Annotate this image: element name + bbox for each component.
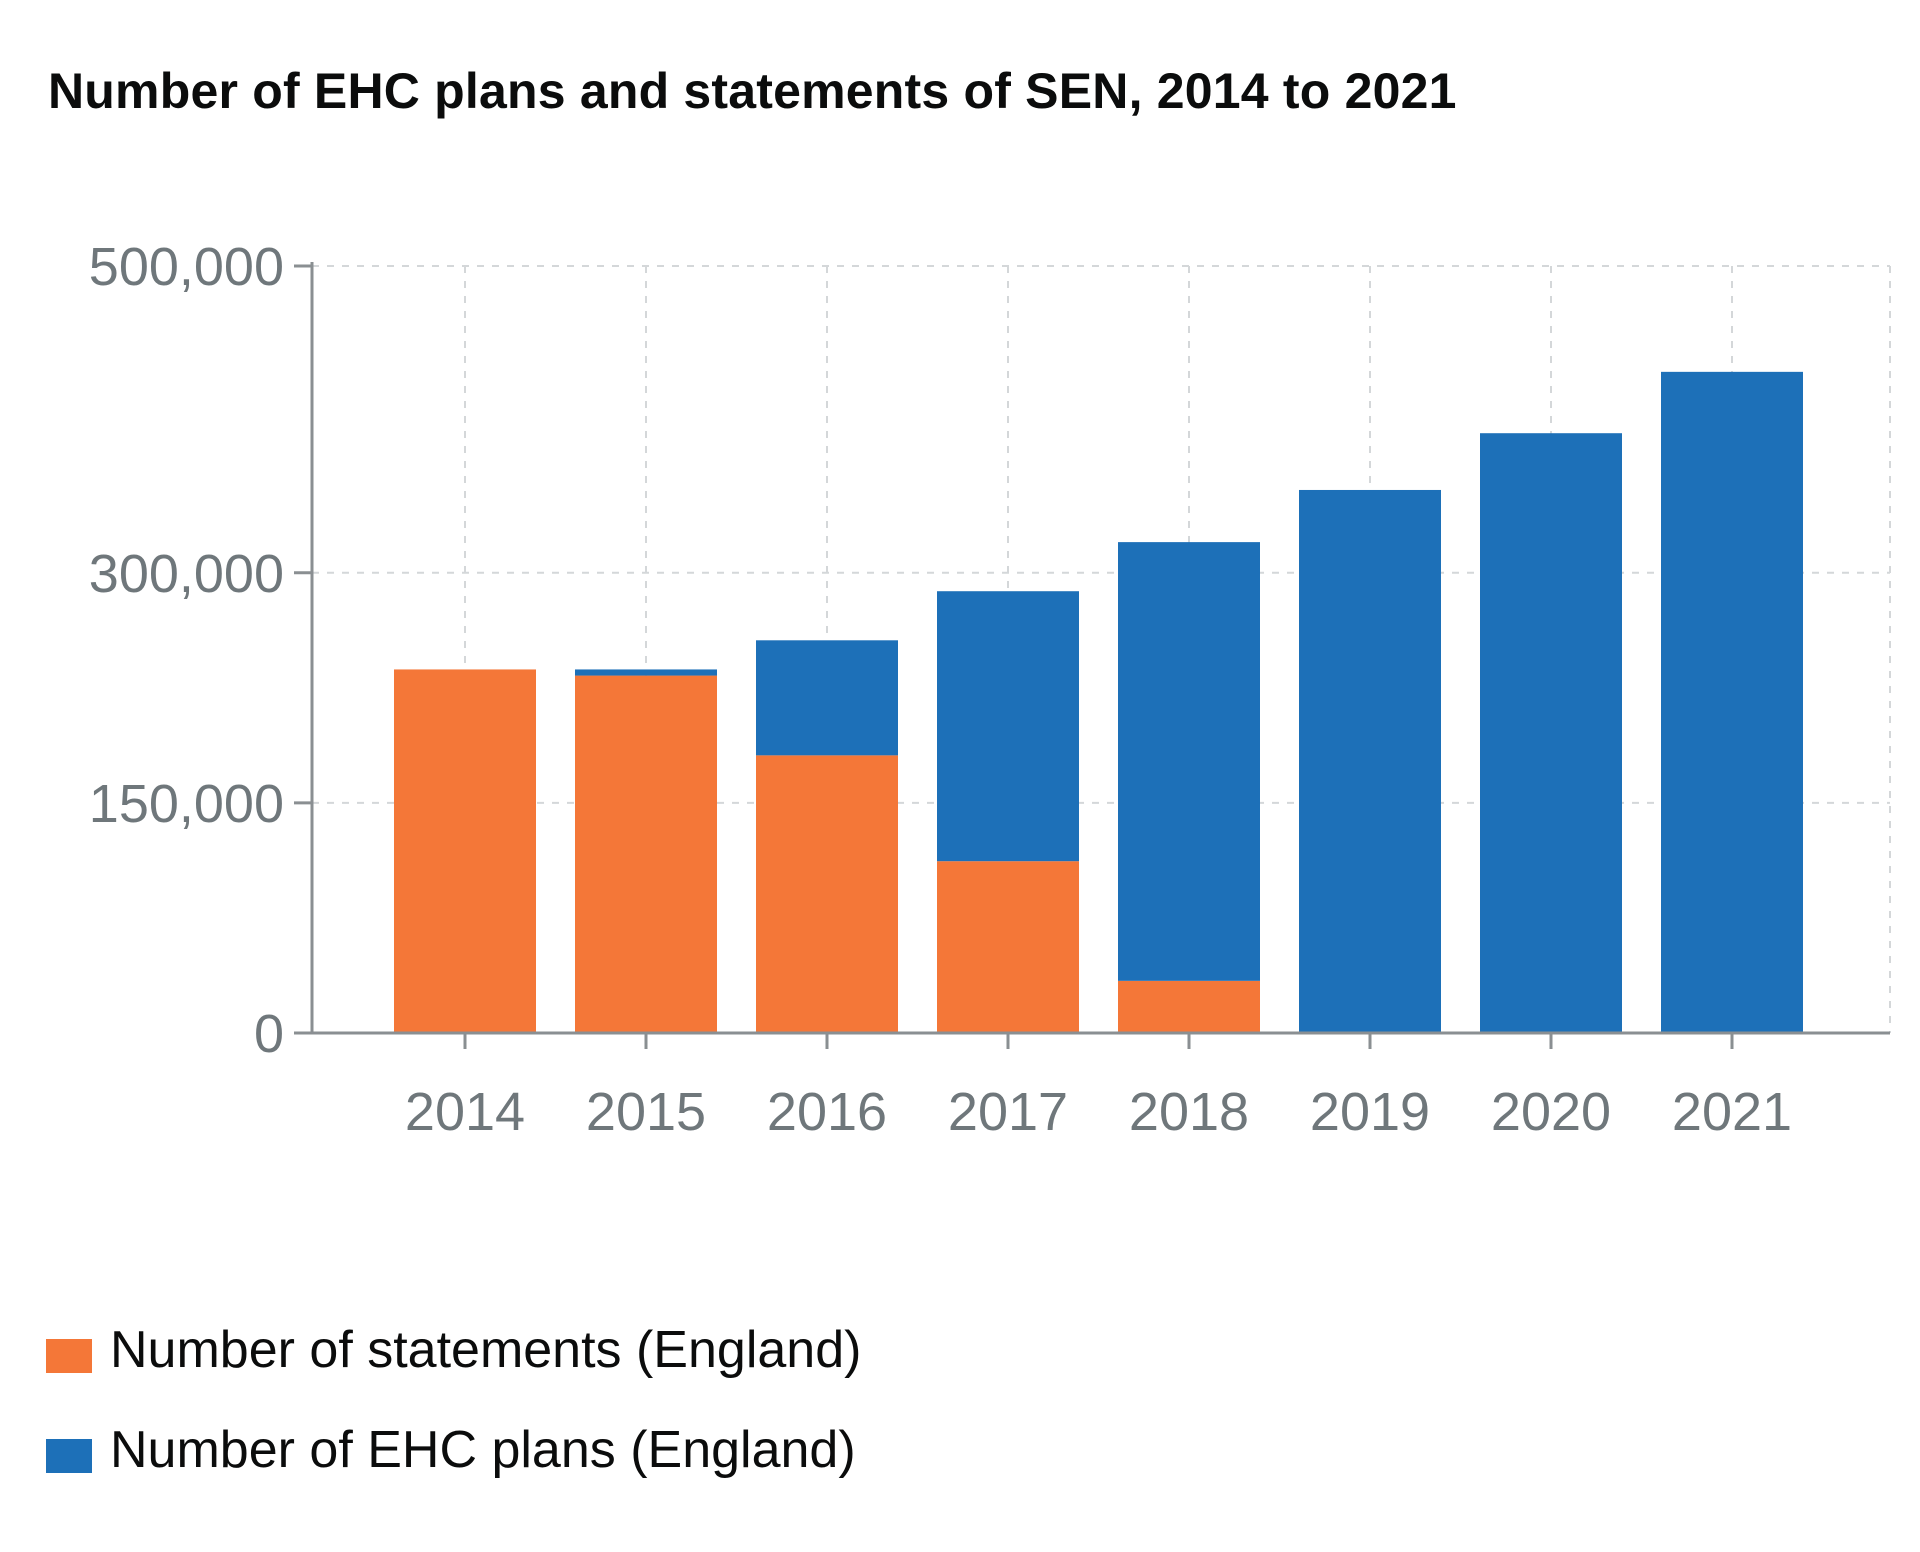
legend-label-ehc-plans: Number of EHC plans (England): [110, 1421, 856, 1479]
x-tick-label-2018: 2018: [1129, 1082, 1249, 1142]
bar-statements-2016: [756, 755, 898, 1033]
x-tick-label-2016: 2016: [767, 1082, 887, 1142]
bar-ehc-plans-2021: [1661, 371, 1803, 1033]
y-tick-label-3: 500,000: [89, 237, 284, 297]
y-tick-label-0: 0: [254, 1004, 284, 1064]
bar-ehc-plans-2017: [937, 591, 1079, 862]
tick-labels: 0 150,000 300,000 500,000 2014 2015 2016 2017 20…: [89, 237, 1792, 1142]
bar-statements-2018: [1118, 980, 1260, 1033]
legend-label-statements: Number of statements (England): [110, 1321, 862, 1379]
chart-title: Number of EHC plans and statements of SE…: [48, 63, 1457, 119]
axes: [294, 262, 1890, 1049]
legend-swatch-ehc-plans: [46, 1439, 92, 1473]
legend-item-ehc-plans: Number of EHC plans (England): [46, 1400, 861, 1500]
x-tick-label-2020: 2020: [1491, 1082, 1611, 1142]
bar-ehc-plans-2019: [1299, 489, 1441, 1033]
bar-statements-2017: [937, 861, 1079, 1033]
bar-ehc-plans-2016: [756, 640, 898, 756]
y-tick-label-1: 150,000: [89, 774, 284, 834]
x-tick-label-2021: 2021: [1672, 1082, 1792, 1142]
bars: [394, 371, 1803, 1033]
legend-item-statements: Number of statements (England): [46, 1300, 861, 1400]
bar-ehc-plans-2015: [575, 669, 717, 676]
x-tick-label-2019: 2019: [1310, 1082, 1430, 1142]
bar-statements-2014: [394, 669, 536, 1033]
bar-ehc-plans-2018: [1118, 542, 1260, 981]
x-tick-label-2017: 2017: [948, 1082, 1068, 1142]
legend-swatch-statements: [46, 1339, 92, 1373]
bar-ehc-plans-2020: [1480, 433, 1622, 1033]
x-tick-label-2015: 2015: [586, 1082, 706, 1142]
bar-statements-2015: [575, 675, 717, 1033]
y-tick-label-2: 300,000: [89, 544, 284, 604]
legend: Number of statements (England) Number of…: [46, 1300, 861, 1500]
x-tick-label-2014: 2014: [405, 1082, 525, 1142]
gridlines: [312, 265, 1891, 1033]
